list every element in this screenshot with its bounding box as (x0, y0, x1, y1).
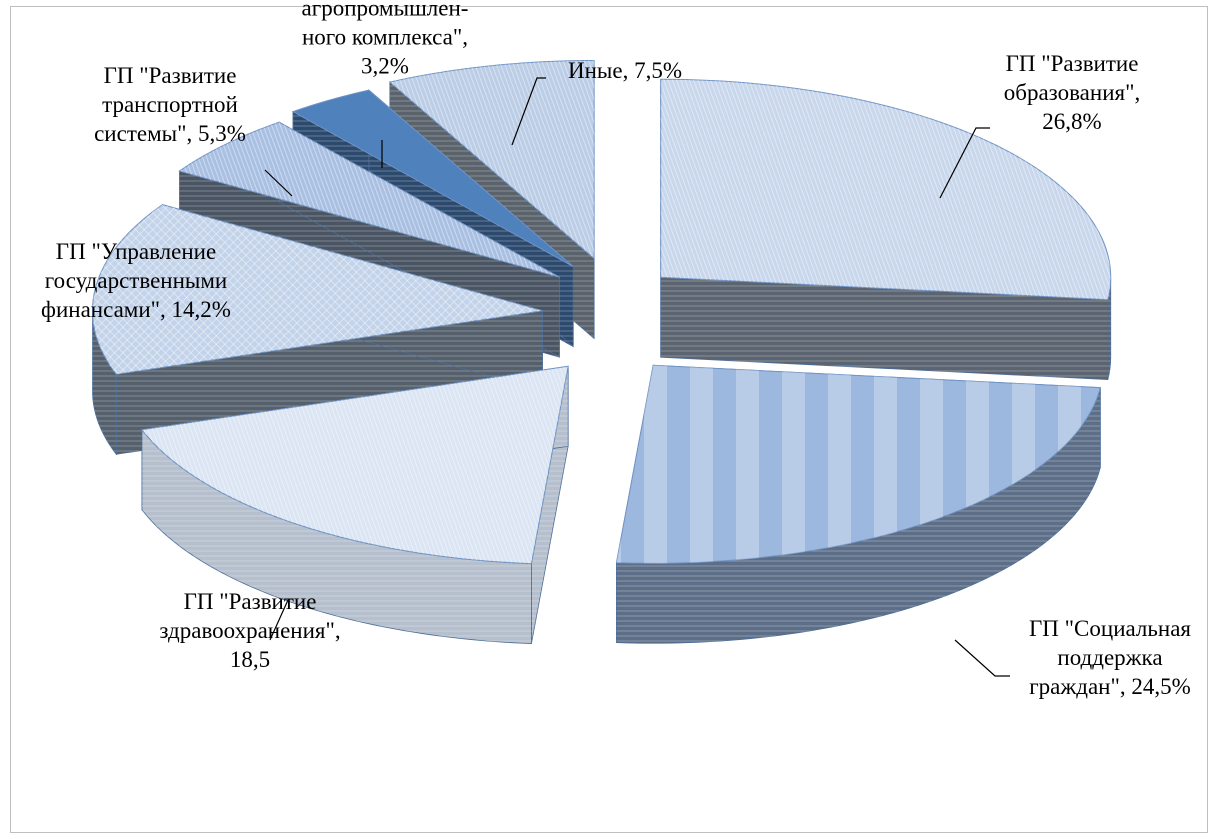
slice-label-line: 26,8% (1042, 109, 1101, 134)
slice-label-line: ГП "Социальная (1029, 616, 1191, 641)
slice-label-line: агропромышлен- (302, 0, 469, 21)
slice-label-1: ГП "Развитие образования", 26,8% (1004, 51, 1140, 134)
chart-frame (10, 6, 1208, 833)
slice-label-line: финансами", 14,2% (41, 297, 231, 322)
slice-label-3: ГП "Развитие здравоохранения", 18,5 (159, 589, 340, 672)
slice-outer-wall-texture (1107, 277, 1111, 380)
slice-label-6: ГП "Развитиеагропромышлен-ного комплекса… (302, 0, 469, 79)
pie-slice-1 (660, 78, 1112, 381)
slice-outer-wall-texture (616, 387, 1101, 644)
slice-label-line: системы", 5,3% (94, 121, 246, 146)
slice-top (291, 89, 574, 267)
slice-label-line: 3,2% (361, 54, 409, 79)
slice-top-texture (141, 366, 569, 564)
slice-label-line: 18,5 (230, 647, 270, 672)
slice-label-line: Иные, 7,5% (568, 58, 682, 83)
pie-slice-2 (615, 364, 1101, 644)
slice-label-4: ГП "Управление государственными финансами"… (41, 239, 231, 322)
slice-label-2: ГП "Социальная поддержка граждан", 24,5% (1029, 616, 1191, 699)
slice-label-line: здравоохранения", (159, 618, 340, 643)
slice-label-7: Иные, 7,5% (568, 58, 682, 83)
leader-line (954, 639, 1010, 677)
slice-label-line: ГП "Развитие (104, 63, 237, 88)
slice-label-line: ГП "Управление (56, 239, 216, 264)
leader-line (939, 127, 990, 199)
leader-line (511, 77, 546, 146)
slice-top-texture (389, 60, 595, 259)
slice-label-line: поддержка (1057, 645, 1162, 670)
slice-label-line: образования", (1004, 80, 1140, 105)
slice-label-line: граждан", 24,5% (1029, 674, 1191, 699)
slice-top-texture (92, 204, 543, 375)
slice-label-line: транспортной (102, 92, 238, 117)
slice-label-5: ГП "Развитие транспортной системы", 5,3% (94, 63, 246, 146)
slice-label-line: ГП "Развитие (184, 589, 317, 614)
slice-outer-wall-texture (92, 313, 117, 455)
slice-top-texture (616, 365, 1101, 564)
slice-label-line: государственными (45, 268, 227, 293)
leader-line (264, 169, 293, 197)
pie-slice-3 (141, 365, 569, 644)
slice-top-texture (179, 122, 560, 278)
slice-outer-wall-texture (141, 429, 532, 644)
leader-line (269, 599, 289, 641)
slice-top-texture (660, 79, 1111, 300)
slice-label-line: ГП "Развитие (1006, 51, 1139, 76)
slice-wall-texture (660, 277, 1108, 380)
slice-label-line: ного комплекса", (302, 25, 468, 50)
